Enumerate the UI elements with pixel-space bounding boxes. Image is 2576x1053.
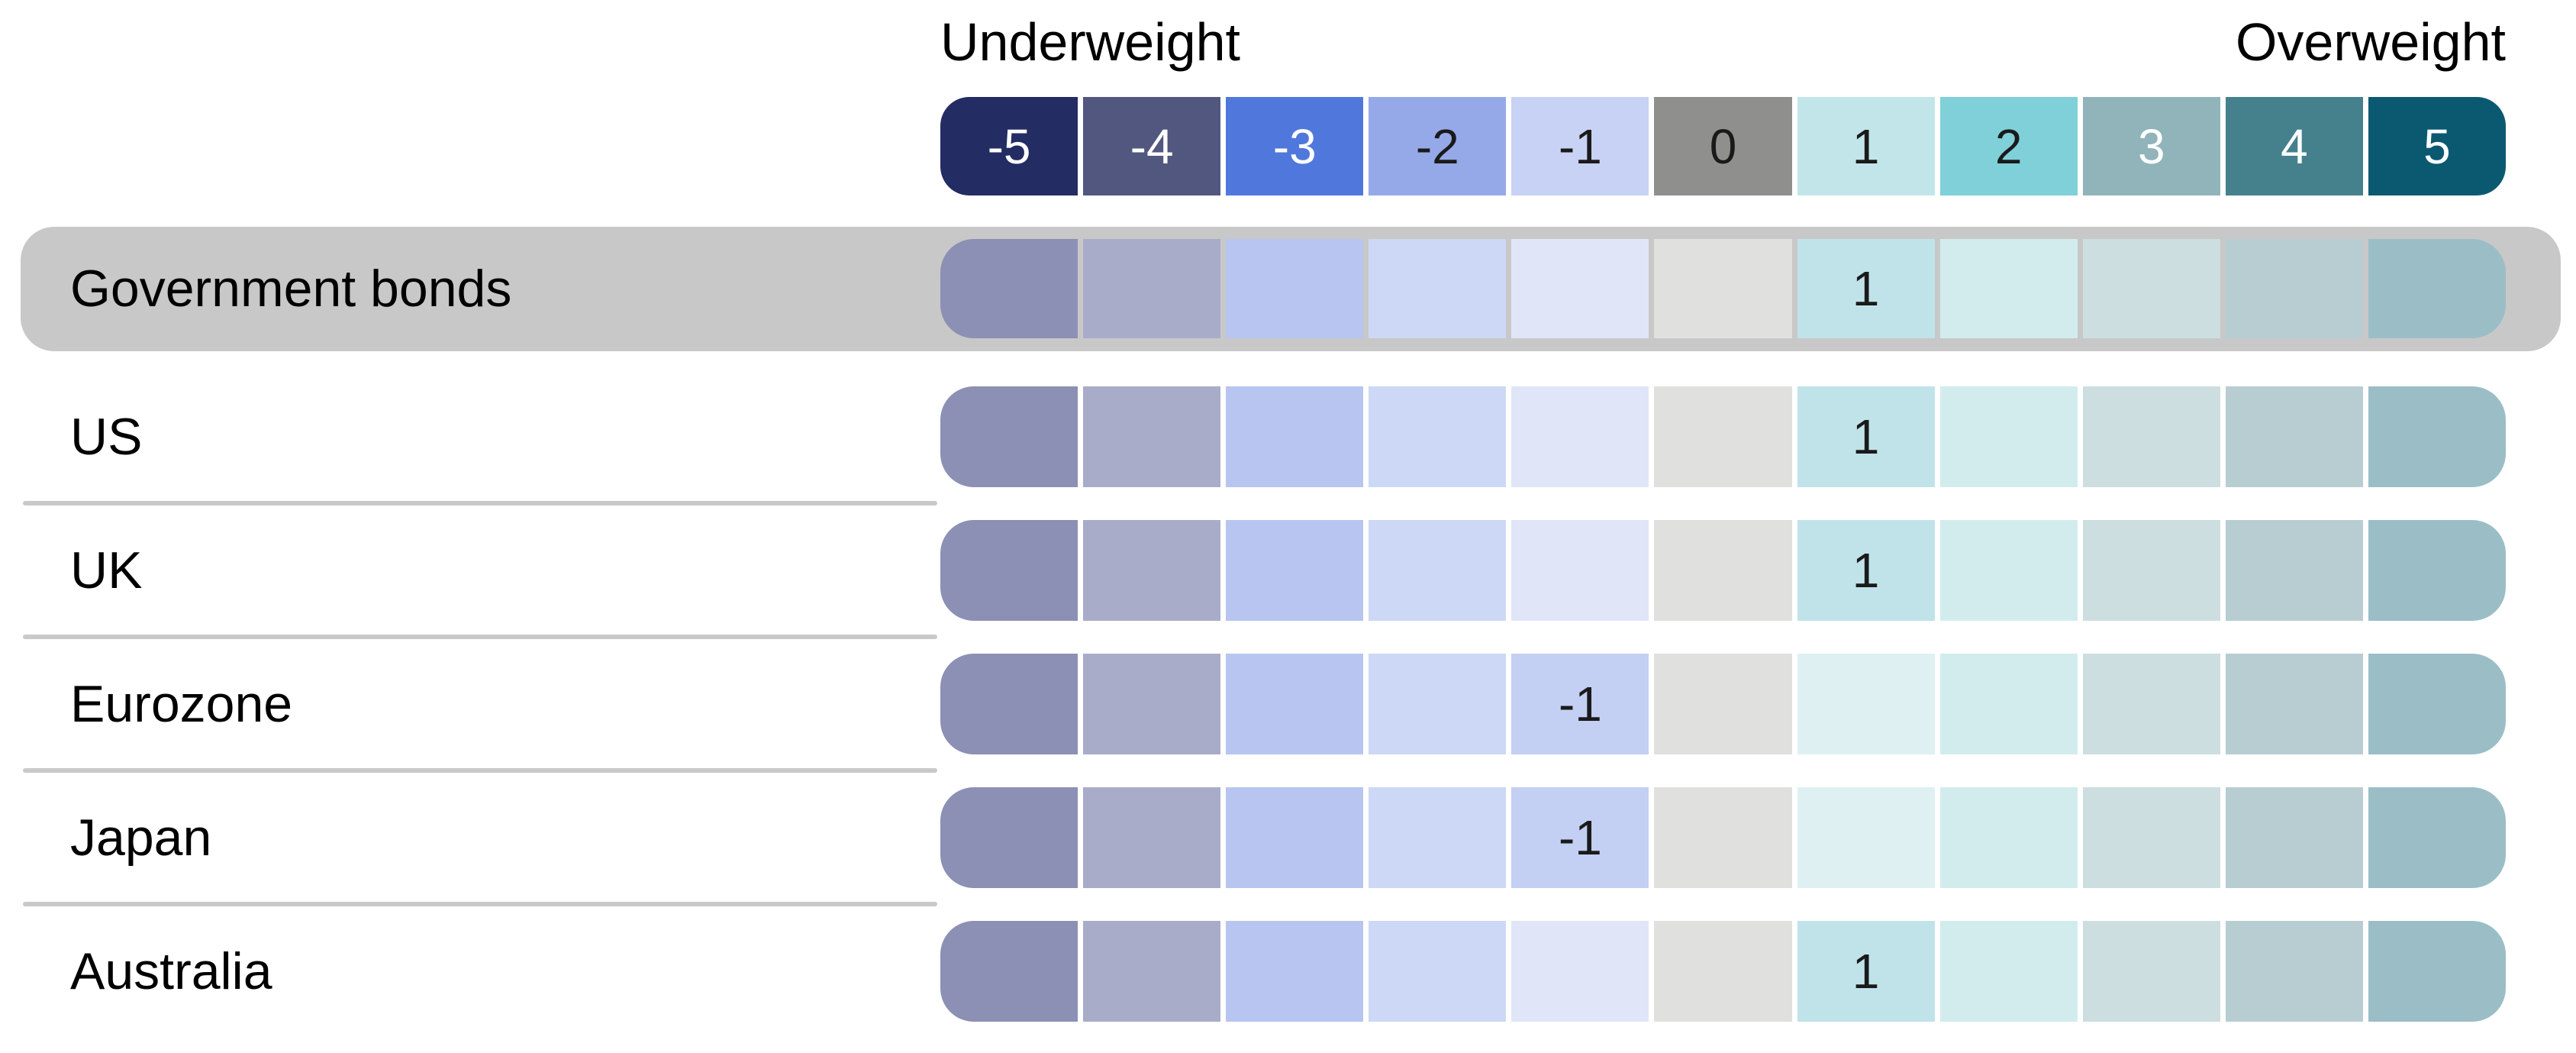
score-cell (1369, 787, 1507, 888)
score-cell (1369, 386, 1507, 487)
score-cell (1226, 654, 1364, 754)
score-cell (1083, 787, 1221, 888)
row-cells-japan: -1 (940, 787, 2506, 888)
row-label-japan: Japan (70, 809, 212, 867)
scale-cell-2: 2 (1939, 97, 2078, 195)
row-divider (23, 902, 937, 906)
row-label-us: US (70, 408, 143, 466)
selected-score-cell-australia: 1 (1797, 921, 1935, 1022)
row-cells-government-bonds: 1 (940, 239, 2506, 338)
score-cell (2225, 386, 2363, 487)
score-cell (1226, 787, 1364, 888)
score-cell (1369, 520, 1507, 621)
score-cell (1939, 921, 2078, 1022)
overweight-label: Overweight (2235, 12, 2506, 72)
scale-cell-1: 1 (1797, 97, 1935, 195)
score-cell (1083, 921, 1221, 1022)
score-cell (1083, 386, 1221, 487)
score-cell (1654, 386, 1792, 487)
score-cell (1511, 520, 1649, 621)
score-cell (1083, 520, 1221, 621)
score-cell (2225, 921, 2363, 1022)
row-divider (23, 768, 937, 773)
score-cell (2225, 787, 2363, 888)
score-cell (1226, 921, 1364, 1022)
score-cell (1797, 787, 1935, 888)
score-cell (1654, 787, 1792, 888)
score-cell (940, 386, 1078, 487)
score-cell (1369, 921, 1507, 1022)
score-cell (1083, 239, 1221, 338)
score-cell (2082, 787, 2220, 888)
underweight-label: Underweight (940, 12, 1240, 72)
score-cell (1654, 520, 1792, 621)
row-label-government-bonds: Government bonds (70, 260, 512, 318)
score-cell (2225, 654, 2363, 754)
scale-cell--3: -3 (1226, 97, 1364, 195)
score-cell (2368, 921, 2506, 1022)
selected-score-cell-government-bonds: 1 (1797, 239, 1935, 338)
score-cell (1083, 654, 1221, 754)
score-cell (1511, 921, 1649, 1022)
score-cell (1511, 239, 1649, 338)
scale-cell-4: 4 (2225, 97, 2363, 195)
row-cells-australia: 1 (940, 921, 2506, 1022)
score-cell (1369, 654, 1507, 754)
score-cell (2368, 239, 2506, 338)
score-cell (2082, 239, 2220, 338)
score-cell (1939, 787, 2078, 888)
score-cell (2368, 520, 2506, 621)
scale-cell--5: -5 (940, 97, 1078, 195)
row-cells-uk: 1 (940, 520, 2506, 621)
score-cell (1654, 654, 1792, 754)
score-cell (2368, 386, 2506, 487)
score-cell (2082, 386, 2220, 487)
score-cell (940, 654, 1078, 754)
row-divider (23, 635, 937, 639)
scale-cell-0: 0 (1654, 97, 1792, 195)
selected-score-cell-uk: 1 (1797, 520, 1935, 621)
score-cell (2225, 520, 2363, 621)
score-cell (1226, 520, 1364, 621)
score-cell (2368, 654, 2506, 754)
score-cell (940, 921, 1078, 1022)
score-cell (1511, 386, 1649, 487)
score-cell (2082, 921, 2220, 1022)
score-cell (1369, 239, 1507, 338)
score-cell (940, 520, 1078, 621)
row-cells-eurozone: -1 (940, 654, 2506, 754)
row-divider (23, 501, 937, 506)
score-cell (940, 239, 1078, 338)
score-cell (1226, 239, 1364, 338)
selected-score-cell-eurozone: -1 (1511, 654, 1649, 754)
selected-score-cell-us: 1 (1797, 386, 1935, 487)
scale-caption-row: Underweight Overweight (940, 12, 2506, 72)
score-cell (1939, 654, 2078, 754)
selected-score-cell-japan: -1 (1511, 787, 1649, 888)
score-cell (2225, 239, 2363, 338)
score-cell (1939, 239, 2078, 338)
row-label-eurozone: Eurozone (70, 675, 293, 733)
score-cell (1654, 921, 1792, 1022)
score-cell (2082, 654, 2220, 754)
scale-cell--4: -4 (1083, 97, 1221, 195)
score-cell (1654, 239, 1792, 338)
row-label-australia: Australia (70, 942, 272, 1000)
score-cell (1939, 386, 2078, 487)
scale-legend: -5 -4 -3 -2 -1 0 1 2 3 4 5 (940, 97, 2506, 195)
score-cell (1939, 520, 2078, 621)
score-cell (1797, 654, 1935, 754)
score-cell (2368, 787, 2506, 888)
score-cell (2082, 520, 2220, 621)
score-cell (940, 787, 1078, 888)
row-label-uk: UK (70, 541, 143, 599)
scale-cell-5: 5 (2368, 97, 2506, 195)
scale-cell--2: -2 (1369, 97, 1507, 195)
scale-cell-3: 3 (2082, 97, 2220, 195)
scale-cell--1: -1 (1511, 97, 1649, 195)
row-cells-us: 1 (940, 386, 2506, 487)
score-cell (1226, 386, 1364, 487)
